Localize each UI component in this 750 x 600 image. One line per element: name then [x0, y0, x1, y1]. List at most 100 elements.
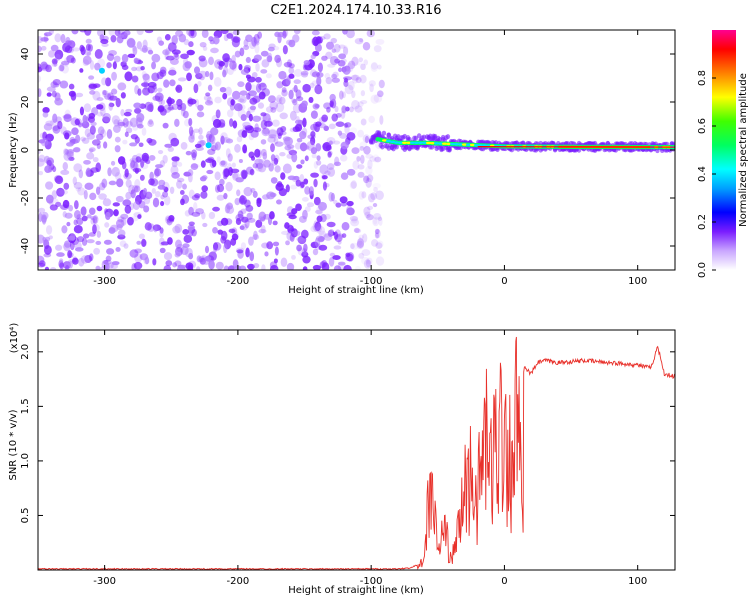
- noise-speckle: [129, 249, 139, 258]
- noise-speckle: [206, 169, 214, 175]
- noise-speckle: [302, 117, 307, 128]
- noise-speckle: [188, 221, 195, 226]
- noise-speckle: [245, 204, 254, 212]
- noise-speckle: [76, 217, 84, 226]
- noise-speckle: [337, 239, 342, 245]
- noise-speckle: [242, 144, 248, 154]
- noise-speckle: [46, 86, 56, 92]
- noise-speckle: [127, 216, 134, 226]
- noise-speckle: [169, 58, 179, 65]
- noise-speckle: [349, 215, 359, 222]
- noise-speckle: [222, 92, 228, 100]
- noise-speckle: [370, 94, 379, 104]
- noise-speckle: [260, 119, 268, 130]
- noise-speckle: [86, 51, 92, 56]
- noise-speckle: [288, 66, 295, 75]
- noise-speckle: [369, 156, 377, 162]
- noise-speckle: [154, 168, 162, 177]
- noise-speckle: [351, 147, 360, 155]
- noise-speckle: [235, 177, 244, 183]
- noise-speckle: [62, 199, 70, 209]
- noise-speckle: [351, 216, 358, 224]
- noise-speckle: [270, 143, 275, 153]
- noise-speckle: [246, 93, 251, 100]
- noise-speckle: [234, 50, 241, 58]
- noise-speckle: [295, 203, 302, 211]
- noise-speckle: [157, 184, 166, 190]
- noise-speckle: [84, 128, 91, 137]
- colorbar-tick-label: 0.2: [697, 214, 708, 230]
- noise-speckle: [123, 243, 129, 249]
- noise-speckle: [81, 215, 88, 222]
- noise-speckle: [303, 178, 309, 185]
- noise-speckle: [51, 90, 57, 98]
- noise-speckle: [202, 45, 208, 51]
- noise-speckle: [135, 156, 142, 163]
- noise-speckle: [280, 172, 286, 180]
- noise-speckle: [63, 242, 71, 252]
- noise-speckle: [50, 44, 59, 52]
- noise-speckle: [69, 233, 76, 241]
- noise-speckle: [223, 265, 229, 270]
- noise-speckle: [303, 60, 311, 66]
- noise-speckle: [207, 84, 213, 92]
- signal-peak: [405, 141, 411, 144]
- noise-speckle: [245, 247, 250, 258]
- noise-speckle: [186, 30, 195, 36]
- noise-speckle: [267, 46, 275, 52]
- noise-speckle: [340, 172, 349, 180]
- noise-speckle: [40, 37, 49, 42]
- noise-speckle: [115, 195, 124, 203]
- noise-speckle: [248, 236, 254, 246]
- noise-speckle: [379, 115, 384, 125]
- noise-speckle: [325, 41, 335, 50]
- noise-speckle: [45, 181, 54, 190]
- noise-speckle: [208, 36, 214, 42]
- noise-speckle: [340, 202, 348, 207]
- noise-speckle: [292, 103, 302, 114]
- noise-speckle: [188, 126, 194, 136]
- noise-speckle: [249, 168, 255, 176]
- noise-speckle: [110, 160, 116, 166]
- noise-speckle: [196, 266, 201, 270]
- noise-speckle: [167, 42, 177, 52]
- noise-speckle: [248, 40, 257, 50]
- noise-speckle: [357, 101, 364, 107]
- noise-speckle: [134, 185, 141, 193]
- noise-speckle: [227, 162, 232, 170]
- noise-speckle: [160, 194, 165, 200]
- noise-speckle: [174, 252, 181, 258]
- noise-speckle: [293, 79, 301, 85]
- noise-speckle: [158, 179, 166, 187]
- signal-peak: [417, 141, 423, 144]
- noise-speckle: [240, 242, 247, 250]
- noise-speckle: [230, 99, 236, 106]
- noise-speckle: [141, 127, 147, 136]
- noise-speckle: [69, 240, 75, 251]
- noise-speckle: [327, 229, 334, 237]
- noise-speckle: [204, 245, 210, 254]
- noise-speckle: [219, 178, 225, 186]
- noise-speckle: [190, 149, 198, 159]
- noise-speckle: [85, 38, 92, 44]
- noise-speckle: [141, 238, 147, 248]
- noise-speckle: [356, 60, 363, 66]
- noise-speckle: [339, 196, 348, 204]
- x-tick-label: -200: [227, 576, 250, 587]
- noise-speckle: [356, 240, 365, 250]
- noise-speckle: [266, 241, 274, 250]
- noise-speckle: [282, 163, 292, 174]
- noise-speckle: [182, 243, 190, 248]
- noise-speckle: [53, 59, 58, 67]
- noise-speckle: [304, 186, 311, 195]
- noise-speckle: [267, 95, 276, 103]
- noise-speckle: [255, 76, 262, 83]
- noise-speckle: [133, 201, 140, 211]
- noise-speckle: [261, 128, 270, 137]
- noise-speckle: [163, 252, 173, 261]
- noise-speckle: [152, 95, 161, 101]
- noise-speckle: [321, 55, 328, 61]
- noise-speckle: [243, 44, 250, 51]
- noise-speckle: [136, 41, 143, 50]
- noise-speckle: [286, 231, 295, 241]
